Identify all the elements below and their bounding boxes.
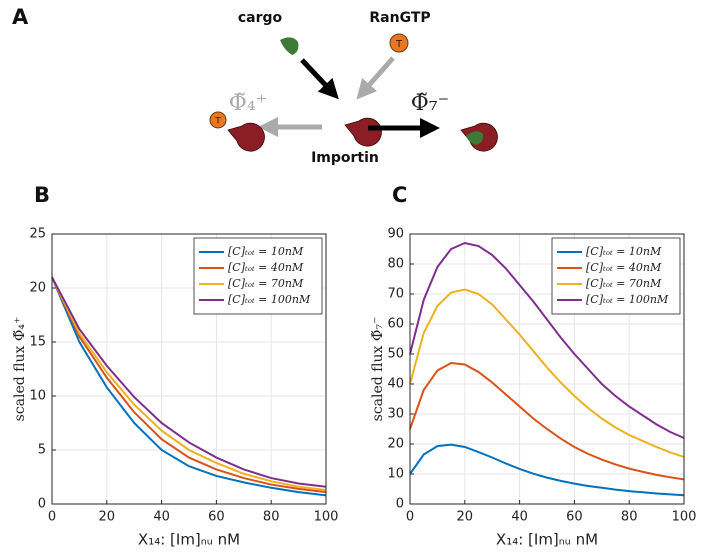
- legend-label: [C]ₜₒₜ = 100nM: [586, 293, 669, 306]
- y-tick-label: 10: [29, 389, 46, 404]
- cargo-icon: [466, 131, 484, 145]
- y-tick-label: 90: [387, 227, 404, 242]
- y-tick-label: 80: [387, 257, 404, 272]
- y-tick-label: 30: [387, 407, 404, 422]
- legend-label: [C]ₜₒₜ = 70nM: [586, 277, 662, 290]
- plot-frame: [51, 233, 327, 505]
- y-tick-label: 40: [387, 377, 404, 392]
- x-axis-label: X₁₄: [Im]ₙᵤ nM: [496, 531, 598, 549]
- ran-icon: [209, 111, 227, 129]
- x-tick-label: 80: [263, 510, 280, 525]
- data-line: [409, 361, 685, 481]
- y-axis-label: scaled flux Φ̃₇⁻: [370, 317, 386, 422]
- legend-label: [C]ₜₒₜ = 40nM: [586, 261, 662, 274]
- importin-label: Importin: [311, 150, 379, 166]
- legend-label: [C]ₜₒₜ = 70nM: [228, 277, 304, 290]
- cargo-label: cargo: [238, 10, 283, 26]
- data-line: [51, 276, 327, 491]
- panel-label: C: [392, 183, 407, 207]
- importin-icon: [344, 117, 382, 147]
- data-line: [409, 288, 685, 458]
- legend-label: [C]ₜₒₜ = 10nM: [586, 245, 662, 258]
- x-tick-label: 0: [406, 510, 414, 525]
- diagram: A cargo RanGTP Importin T Φ̃₄⁺ Φ̃₇⁻ T: [12, 5, 498, 166]
- y-tick-label: 5: [38, 443, 46, 458]
- y-tick-label: 20: [387, 437, 404, 452]
- y-tick-label: 0: [396, 497, 404, 512]
- x-tick-label: 20: [457, 510, 474, 525]
- y-axis-label: scaled flux Φ̃₄⁺: [12, 317, 28, 422]
- y-tick-label: 70: [387, 287, 404, 302]
- legend-label: [C]ₜₒₜ = 40nM: [228, 261, 304, 274]
- data-line: [409, 443, 685, 497]
- legend-box: [193, 237, 323, 315]
- legend-label: [C]ₜₒₜ = 10nM: [228, 245, 304, 258]
- panel-label: A: [12, 5, 29, 29]
- ran-token: T: [395, 39, 403, 50]
- arrow: [356, 56, 395, 100]
- x-tick-label: 20: [99, 510, 116, 525]
- y-tick-label: 15: [29, 335, 46, 350]
- arrow: [300, 58, 339, 100]
- legend-box: [551, 237, 681, 315]
- x-tick-label: 80: [621, 510, 638, 525]
- legend-label: [C]ₜₒₜ = 100nM: [228, 293, 311, 306]
- data-line: [51, 276, 327, 497]
- x-tick-label: 40: [153, 510, 170, 525]
- x-tick-label: 60: [208, 510, 225, 525]
- cargo-icon: [280, 37, 299, 55]
- x-tick-label: 40: [511, 510, 528, 525]
- panel-label: B: [34, 183, 50, 207]
- x-tick-label: 0: [48, 510, 56, 525]
- flux-left: Φ̃₄⁺: [229, 91, 267, 116]
- complex-icon: [227, 122, 265, 152]
- x-tick-label: 100: [314, 510, 339, 525]
- chart: C 0 10 20 30 40 50 60 70 80 90 0 20 40 60 80 100 X₁₄: [Im…: [370, 183, 696, 549]
- ran-icon: [389, 33, 409, 53]
- x-tick-label: 100: [672, 510, 697, 525]
- flux-right: Φ̃₇⁻: [411, 91, 449, 116]
- data-line: [51, 276, 327, 488]
- y-tick-label: 60: [387, 317, 404, 332]
- y-tick-label: 25: [29, 227, 46, 242]
- y-tick-label: 10: [387, 467, 404, 482]
- y-tick-label: 0: [38, 497, 46, 512]
- plot-frame: [409, 233, 685, 505]
- x-tick-label: 60: [566, 510, 583, 525]
- y-tick-label: 20: [29, 281, 46, 296]
- y-tick-label: 50: [387, 347, 404, 362]
- chart: B 0 5 10 15 20 25 0 20 40 60 80 100 X₁₄: [Im]ₙᵤ nM sca…: [12, 183, 338, 549]
- rangtp-label: RanGTP: [369, 10, 430, 26]
- data-line: [409, 241, 685, 439]
- ran-token: T: [214, 117, 221, 127]
- x-axis-label: X₁₄: [Im]ₙᵤ nM: [138, 531, 240, 549]
- data-line: [51, 276, 327, 494]
